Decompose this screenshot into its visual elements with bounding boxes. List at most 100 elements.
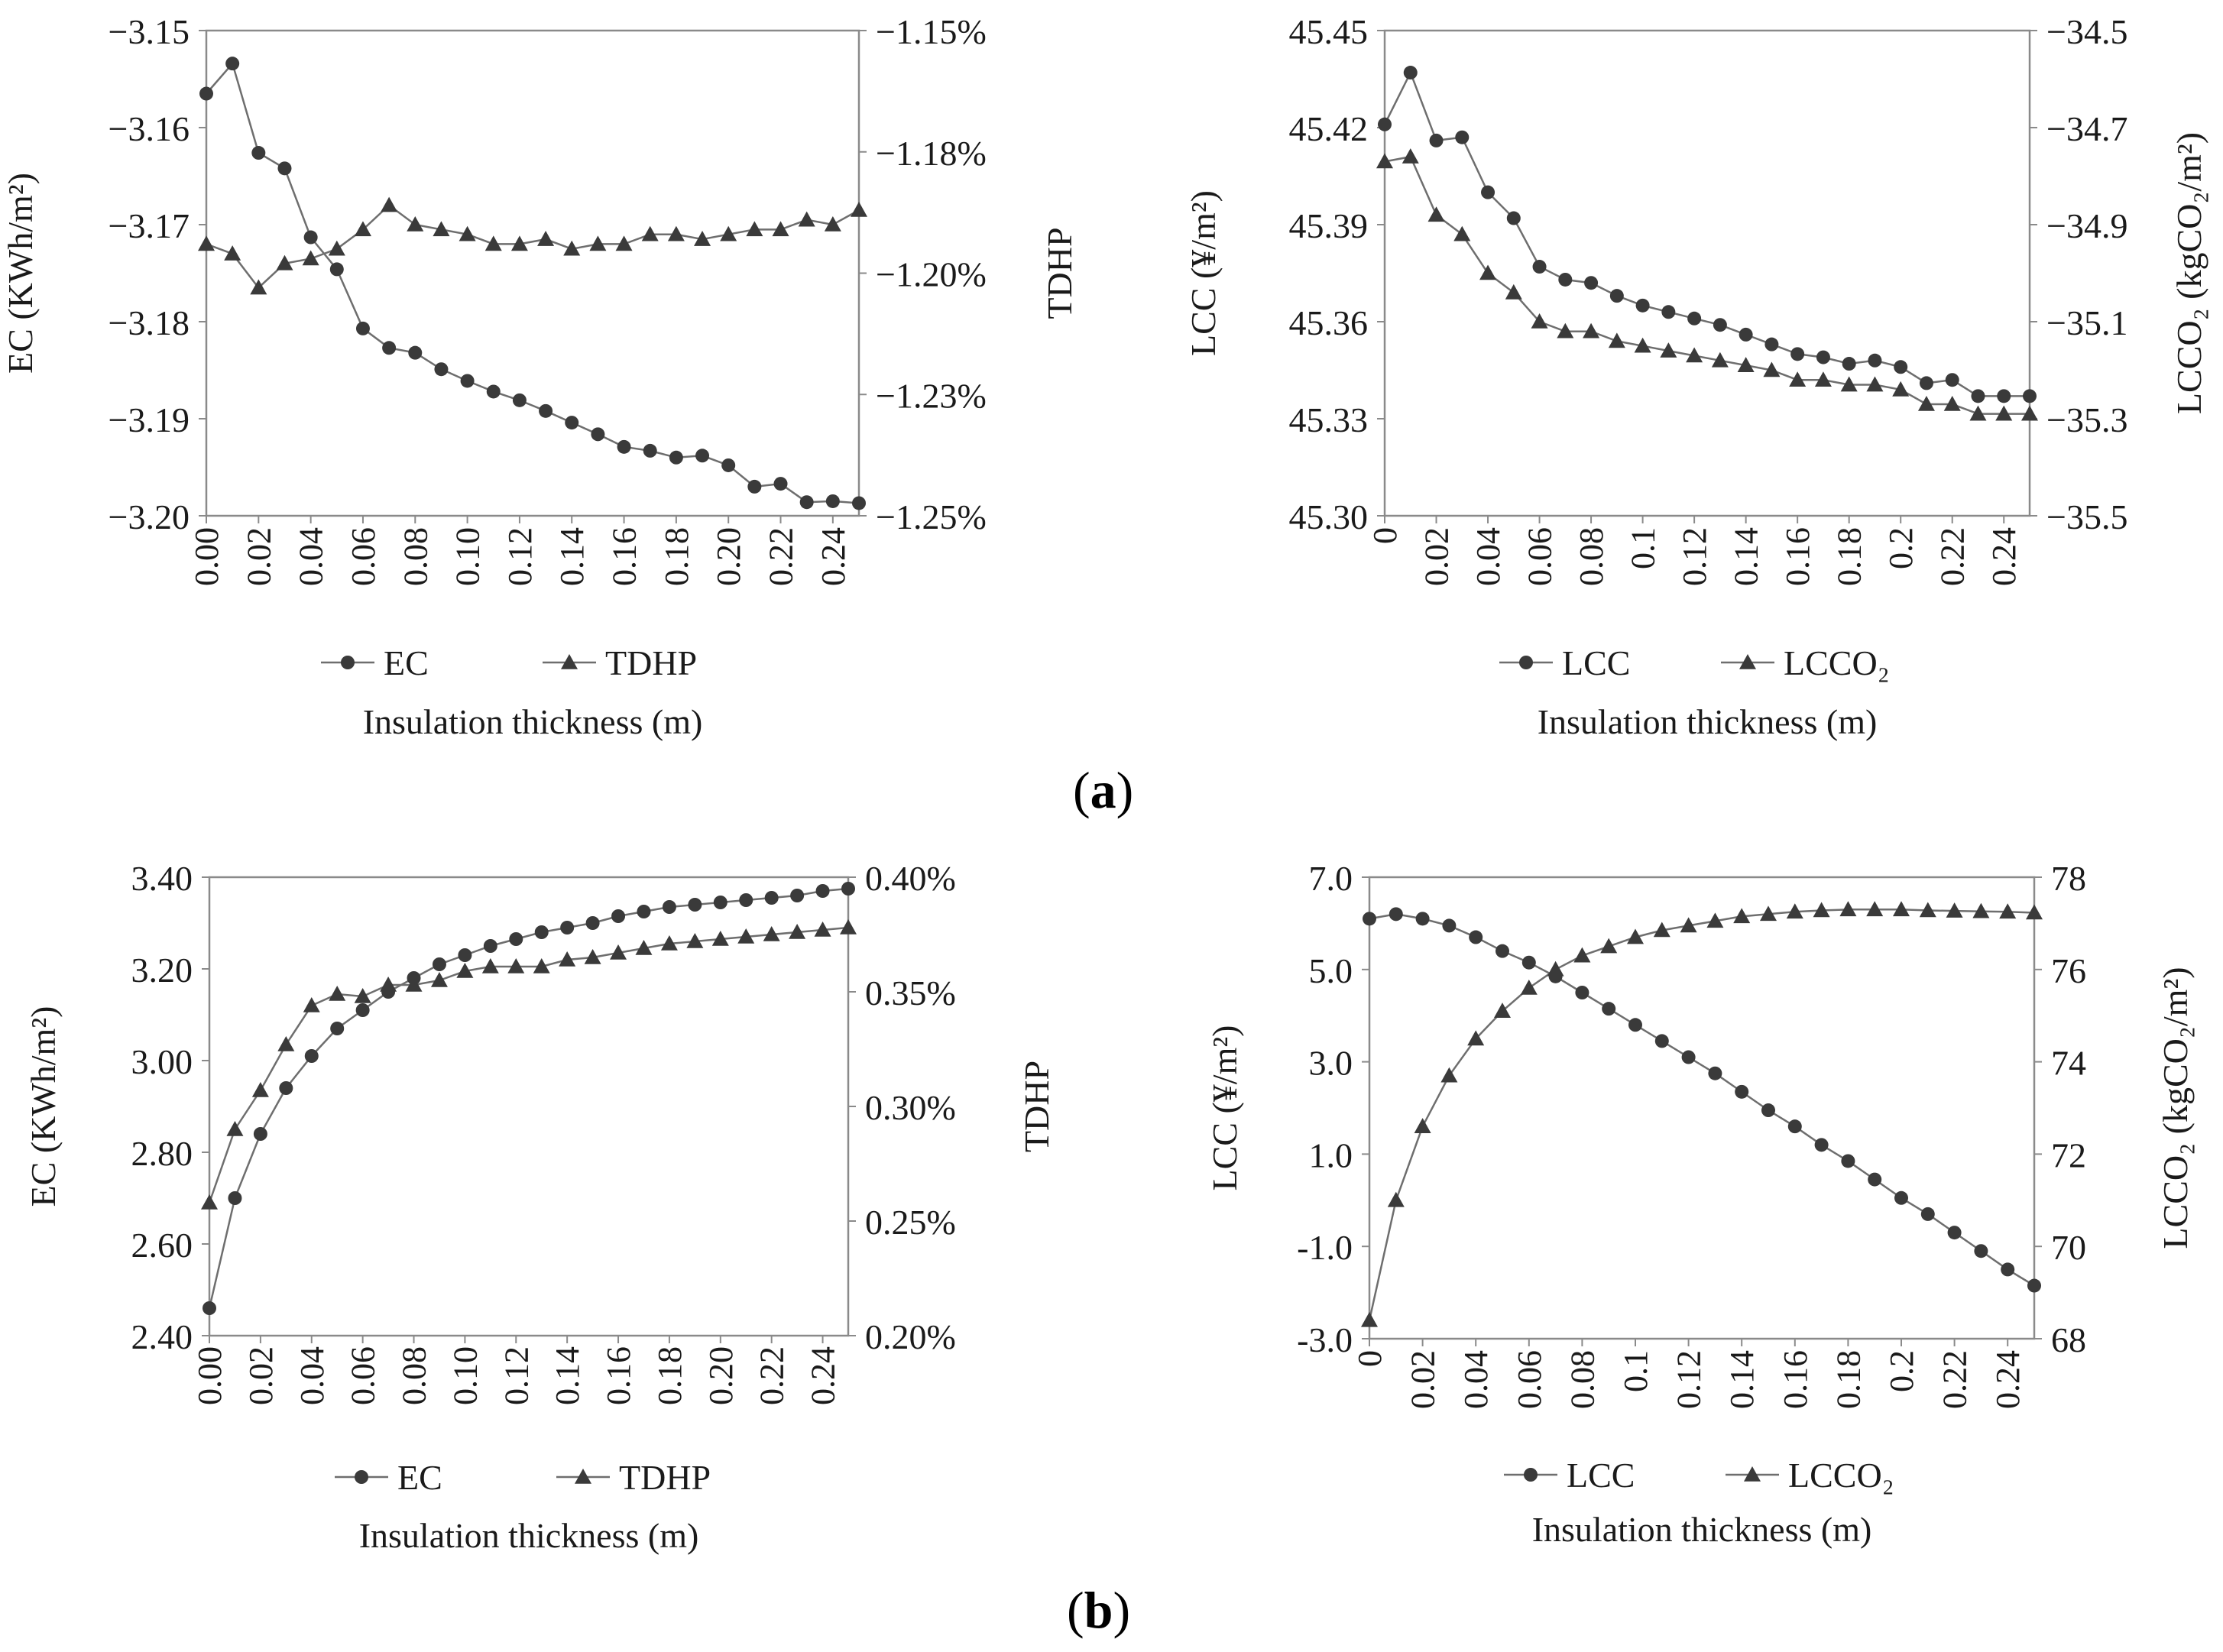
y-right-tick-label: −34.7 (2046, 109, 2127, 148)
x-axis-title: Insulation thickness (m) (1532, 1510, 1872, 1549)
data-point-circle (1868, 1172, 1882, 1187)
data-point-triangle (1467, 1030, 1485, 1046)
legend-entry: LCC (1504, 1456, 1635, 1495)
x-tick-label: 0.22 (763, 527, 800, 586)
y-left-tick-label: 45.39 (1289, 206, 1369, 245)
data-point-circle (1687, 311, 1702, 326)
data-point-circle (1919, 376, 1933, 390)
data-point-triangle (1686, 347, 1703, 363)
y-right-tick-label: −35.3 (2046, 400, 2127, 439)
data-point-circle (460, 374, 475, 388)
data-point-circle (1532, 260, 1547, 274)
x-tick-label: 0.14 (1728, 527, 1765, 586)
plot-frame (205, 29, 860, 517)
data-point-circle (486, 384, 501, 399)
y-right-tick-label: 76 (2051, 951, 2086, 990)
series-line (208, 887, 849, 1309)
x-axis-title: Insulation thickness (m) (359, 1516, 699, 1555)
series-line (1384, 155, 2030, 415)
x-tick-label: 0.1 (1625, 527, 1662, 569)
legend-label: TDHP (605, 643, 697, 682)
data-point-circle (695, 449, 710, 463)
data-point-triangle (1402, 148, 1419, 164)
y-right-tick-label: −35.1 (2046, 303, 2127, 342)
data-point-circle (1713, 318, 1727, 332)
chart-a-left: −3.15 −3.16 −3.17 −3.18 −3.19 −3.20 −1.15% −1.1… (1, 12, 1079, 741)
data-point-circle (1403, 66, 1418, 80)
data-point-triangle (1387, 1191, 1405, 1207)
data-point-triangle (1440, 1067, 1458, 1083)
data-point-triangle (1943, 395, 1961, 411)
data-point-triangle (250, 279, 267, 295)
data-point-triangle (1634, 337, 1651, 353)
data-point-triangle (1479, 264, 1497, 280)
y-right-tick-label: −1.18% (876, 134, 987, 173)
legend-label: LCC (1562, 643, 1630, 682)
data-point-triangle (1573, 947, 1591, 963)
data-point-triangle (711, 931, 729, 946)
x-tick-label: 0.14 (549, 1346, 586, 1405)
x-tick-label: 0.06 (1521, 527, 1559, 586)
legend-label: EC (397, 1458, 442, 1497)
data-point-triangle (1840, 376, 1858, 392)
legend-circle-marker (1519, 656, 1533, 669)
data-point-triangle (251, 1082, 269, 1097)
x-tick-label: 0.16 (600, 1346, 637, 1405)
data-point-triangle (737, 928, 755, 944)
data-point-triangle (1919, 902, 1936, 918)
data-point-triangle (1453, 225, 1471, 241)
data-point-triangle (226, 1121, 244, 1136)
data-point-circle (825, 494, 840, 508)
panel-label-a: (a) (1073, 761, 1134, 819)
y-right-axis-title: LCCO₂ (kgCO₂/m²) (2170, 132, 2208, 414)
data-point-circle (1841, 1154, 1855, 1168)
y-right-axis-title: TDHP (1040, 227, 1079, 319)
data-point-triangle (481, 958, 499, 973)
series-lcco (1376, 148, 2038, 421)
data-point-circle (815, 884, 830, 898)
legend-circle-marker (355, 1470, 368, 1484)
data-point-triangle (381, 196, 398, 212)
chart-a-right: 45.45 45.42 45.39 45.36 45.33 45.30 −34.5 −34.7… (1184, 12, 2208, 741)
data-point-circle (1602, 1002, 1616, 1016)
data-point-triangle (824, 216, 841, 232)
data-point-triangle (201, 1194, 218, 1210)
y-right-tick-label: 68 (2051, 1320, 2086, 1359)
y-right-tick-label: 0.25% (865, 1203, 956, 1242)
data-point-triangle (1946, 902, 1963, 918)
data-point-circle (512, 393, 527, 407)
legend-triangle-marker (575, 1469, 591, 1484)
panel-label-b: (b) (1067, 1581, 1131, 1639)
data-point-triangle (746, 221, 763, 237)
data-point-circle (739, 893, 753, 907)
data-point-triangle (430, 972, 448, 987)
data-point-circle (1469, 930, 1483, 944)
data-point-triangle (1972, 902, 1990, 918)
data-point-circle (228, 1191, 242, 1205)
data-point-triangle (1520, 979, 1538, 995)
x-tick-label: 0.24 (805, 1346, 842, 1405)
x-tick-label: 0.02 (1405, 1350, 1442, 1409)
x-tick-label: 0.12 (1676, 527, 1713, 586)
data-point-circle (747, 479, 762, 494)
y-right-tick-label: −34.9 (2046, 206, 2127, 245)
x-tick-label: 0.2 (1882, 527, 1920, 569)
data-point-triangle (1680, 917, 1697, 933)
data-point-circle (1455, 130, 1470, 144)
data-point-circle (1584, 276, 1599, 290)
data-point-triangle (407, 216, 424, 232)
x-tick-label: 0.24 (815, 527, 852, 586)
data-point-triangle (433, 221, 450, 237)
data-point-circle (330, 1022, 345, 1035)
x-tick-label: 0.2 (1883, 1350, 1920, 1392)
y-right-tick-label: −1.15% (876, 12, 987, 51)
data-point-circle (1575, 986, 1589, 999)
x-tick-label: 0.24 (1985, 527, 2023, 586)
series-tdhp (201, 919, 857, 1210)
series-line (206, 61, 860, 504)
x-tick-label: 0.06 (345, 527, 382, 586)
data-point-circle (303, 230, 318, 245)
data-point-circle (199, 86, 213, 101)
x-tick-label: 0.22 (753, 1346, 791, 1405)
legend-entry: LCCO₂ (1726, 1456, 1894, 1495)
